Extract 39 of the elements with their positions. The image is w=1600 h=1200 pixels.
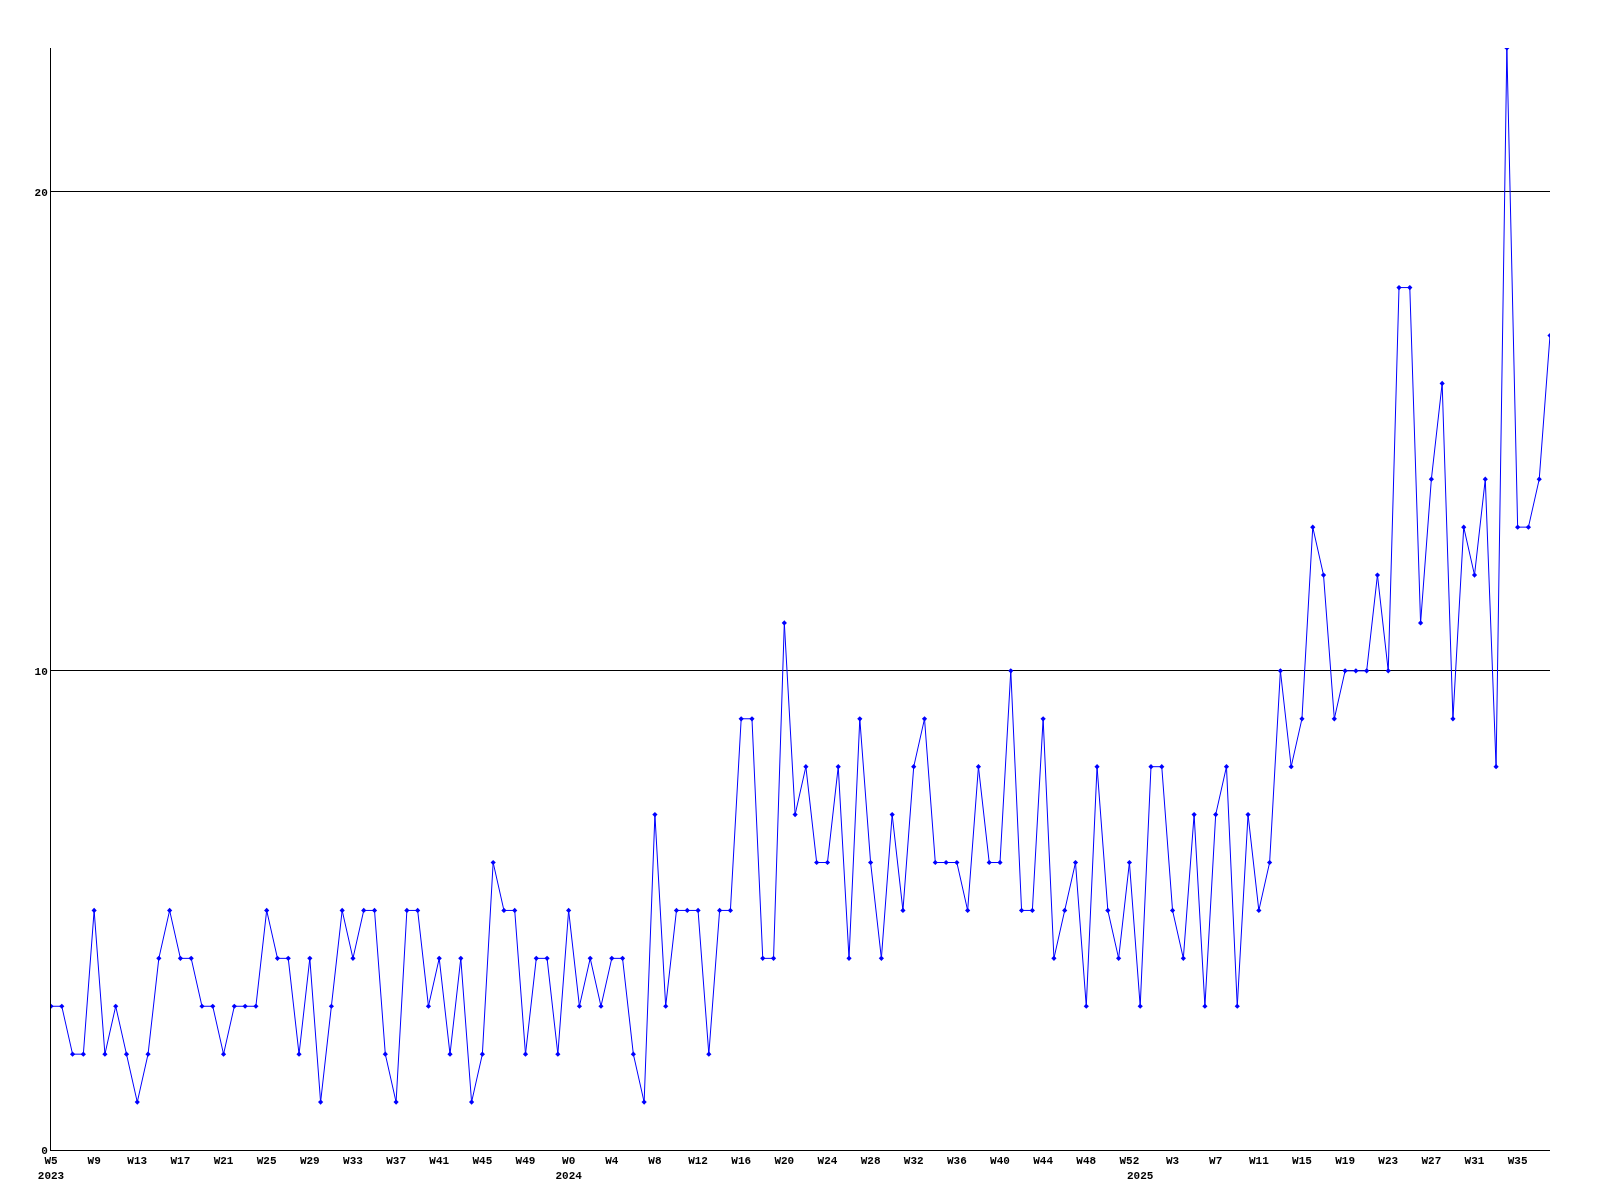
x-tick-label: W31 (1464, 1155, 1485, 1168)
y-tick-label: 20 (34, 186, 48, 199)
x-tick-label: W23 (1378, 1155, 1399, 1168)
x-tick-label: W16 (731, 1155, 752, 1168)
x-tick-label: W44 (1033, 1155, 1054, 1168)
x-tick-label: W0 2024 (555, 1155, 583, 1182)
x-tick-label: W49 (515, 1155, 536, 1168)
x-tick-label: W36 (946, 1155, 967, 1168)
x-tick-label: W8 (648, 1155, 662, 1168)
x-tick-label: W45 (472, 1155, 493, 1168)
x-tick-label: W24 (817, 1155, 838, 1168)
x-tick-label: W33 (343, 1155, 364, 1168)
x-tick-label: W4 (605, 1155, 619, 1168)
x-tick-label: W3 (1165, 1155, 1180, 1168)
x-tick-label: W15 (1292, 1155, 1313, 1168)
x-tick-label: W11 (1248, 1155, 1270, 1168)
x-tick-label: W20 (774, 1155, 795, 1168)
x-tick-label: W21 (213, 1155, 234, 1168)
x-tick-label: W9 (87, 1155, 101, 1168)
x-tick-label: W40 (990, 1155, 1010, 1168)
y-tick-label: 0 (41, 1144, 48, 1157)
x-tick-label: W7 (1209, 1155, 1223, 1168)
x-tick-label: W13 (127, 1155, 148, 1168)
x-tick-label: W35 (1507, 1155, 1528, 1168)
x-tick-label: W41 (429, 1155, 450, 1168)
x-tick-label: W37 (386, 1155, 406, 1168)
x-tick-label: W52 (1119, 1155, 1140, 1168)
x-tick-label: W25 (256, 1155, 277, 1168)
x-tick-label: 2025 (1127, 1169, 1154, 1182)
x-tick-label: W29 (299, 1155, 320, 1168)
x-tick-label: W12 (688, 1155, 708, 1168)
x-tick-label: W19 (1335, 1155, 1356, 1168)
x-tick-label: W28 (860, 1155, 881, 1168)
x-tick-label: W5 2023 (37, 1155, 65, 1182)
y-tick-label: 10 (34, 665, 48, 678)
x-tick-label: W32 (903, 1155, 924, 1168)
x-tick-label: W17 (170, 1155, 191, 1168)
x-tick-label: W48 (1076, 1155, 1097, 1168)
x-tick-label: W27 (1421, 1155, 1442, 1168)
